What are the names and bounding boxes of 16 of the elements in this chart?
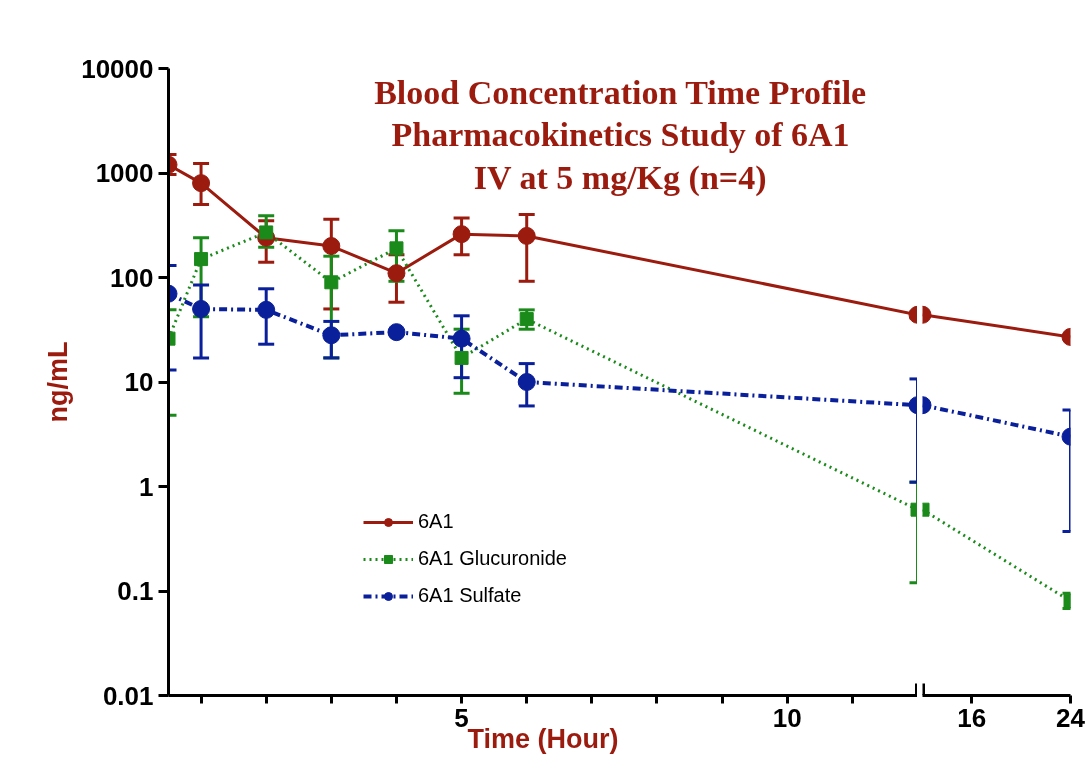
legend-label: 6A1	[418, 510, 454, 533]
y-tick-label: 100	[110, 262, 154, 293]
y-tick-label: 10	[124, 367, 154, 397]
y-tick-label: 0.1	[117, 576, 154, 606]
text: Blood Concentration Time Profile Pharmacokinetics Study of 6A1 IV at 5 mg/Kg (n=4)	[374, 73, 867, 197]
x-tick-label: 24	[1056, 702, 1086, 733]
y-tick-label: 10000	[81, 53, 154, 84]
y-tick-label: 1	[139, 471, 154, 502]
y-axis-title: ng/mL	[43, 341, 74, 423]
y-tick-label: 0.01	[102, 680, 154, 711]
y-tick-label: 1000	[95, 158, 154, 188]
x-tick-label: 16	[957, 702, 987, 733]
legend-label: 6A1 Glucuronide	[418, 547, 567, 570]
legend-label: 6A1 Sulfate	[418, 584, 522, 607]
x-tick-label: 10	[772, 702, 802, 733]
x-axis-title: Time (Hour)	[467, 723, 619, 754]
